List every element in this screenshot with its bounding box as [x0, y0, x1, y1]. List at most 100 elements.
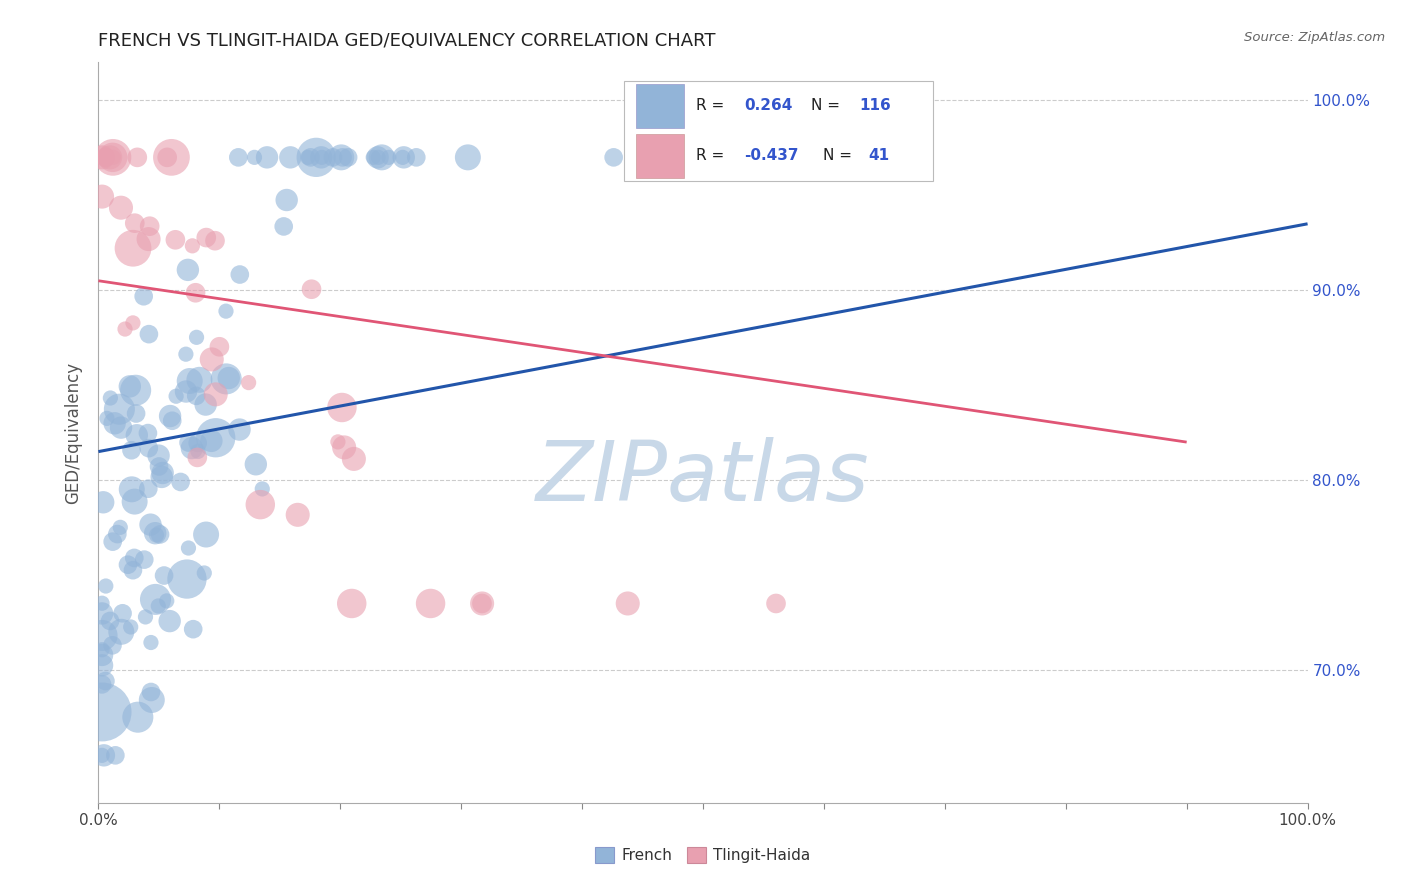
Point — [91, 607, 114, 621]
Point — [179, 374, 201, 388]
Point — [208, 340, 231, 354]
Point — [91, 189, 114, 203]
Point — [122, 241, 145, 255]
FancyBboxPatch shape — [637, 134, 683, 178]
Point — [204, 387, 226, 401]
Point — [305, 150, 328, 164]
Point — [101, 150, 124, 164]
Text: 41: 41 — [869, 148, 890, 163]
Point — [114, 322, 136, 336]
Point — [367, 150, 389, 164]
Point — [143, 526, 166, 541]
FancyBboxPatch shape — [624, 81, 932, 181]
Point — [118, 379, 141, 393]
Point — [228, 150, 250, 164]
Point — [159, 614, 181, 628]
Point — [91, 677, 114, 691]
Point — [139, 685, 162, 699]
Point — [127, 710, 149, 724]
Point — [100, 391, 122, 405]
Point — [148, 459, 170, 474]
Point — [138, 327, 160, 342]
Point — [252, 482, 274, 496]
Point — [153, 568, 176, 582]
Point — [139, 635, 162, 649]
Point — [122, 316, 145, 330]
Point — [249, 498, 271, 512]
Point — [193, 566, 215, 580]
Point — [228, 423, 250, 437]
Point — [218, 371, 240, 385]
Point — [121, 443, 143, 458]
Point — [148, 599, 170, 613]
Point — [111, 607, 134, 621]
Point — [332, 150, 354, 164]
Point — [104, 748, 127, 763]
Point — [330, 150, 353, 164]
Point — [276, 193, 298, 207]
Point — [96, 411, 118, 425]
Text: R =: R = — [696, 98, 728, 113]
Point — [340, 597, 363, 611]
Point — [204, 431, 226, 445]
Point — [108, 402, 131, 417]
Legend: French, Tlingit-Haida: French, Tlingit-Haida — [589, 841, 817, 869]
Point — [91, 596, 114, 610]
Point — [215, 304, 238, 318]
Point — [174, 384, 197, 399]
Point — [297, 150, 319, 164]
Point — [165, 233, 187, 247]
Point — [117, 558, 139, 572]
Text: 0.264: 0.264 — [744, 98, 793, 113]
Point — [287, 508, 309, 522]
Point — [122, 563, 145, 577]
Point — [120, 620, 142, 634]
FancyBboxPatch shape — [637, 84, 683, 128]
Point — [149, 527, 172, 541]
Point — [91, 748, 114, 763]
Point — [278, 150, 301, 164]
Point — [156, 594, 179, 608]
Point — [91, 150, 114, 164]
Text: ZIPatlas: ZIPatlas — [536, 436, 870, 517]
Point — [159, 409, 181, 423]
Point — [180, 441, 202, 455]
Point — [132, 289, 155, 303]
Point — [136, 426, 159, 441]
Text: N =: N = — [823, 148, 856, 163]
Point — [127, 150, 149, 164]
Point — [110, 520, 132, 534]
Point — [371, 150, 394, 164]
Point — [124, 550, 146, 565]
Point — [181, 239, 204, 253]
Point — [125, 407, 148, 421]
Point — [91, 648, 114, 662]
Point — [94, 579, 117, 593]
Point — [138, 219, 160, 234]
Point — [134, 610, 156, 624]
Point — [110, 420, 132, 434]
Point — [134, 552, 156, 566]
Point — [91, 628, 114, 642]
Point — [177, 435, 200, 450]
Point — [160, 150, 183, 164]
Point — [91, 658, 114, 673]
Point — [124, 216, 146, 230]
Point — [91, 495, 114, 509]
Point — [616, 597, 638, 611]
Point — [141, 693, 163, 707]
Point — [169, 475, 191, 489]
Point — [602, 150, 624, 164]
Text: -0.437: -0.437 — [744, 148, 799, 163]
Point — [138, 232, 160, 246]
Point — [186, 330, 208, 344]
Point — [188, 373, 211, 387]
Text: FRENCH VS TLINGIT-HAIDA GED/EQUIVALENCY CORRELATION CHART: FRENCH VS TLINGIT-HAIDA GED/EQUIVALENCY … — [98, 32, 716, 50]
Point — [139, 517, 162, 532]
Point — [471, 597, 494, 611]
Point — [101, 534, 124, 549]
Point — [156, 150, 179, 164]
Point — [471, 597, 494, 611]
Point — [405, 150, 427, 164]
Point — [326, 434, 349, 449]
